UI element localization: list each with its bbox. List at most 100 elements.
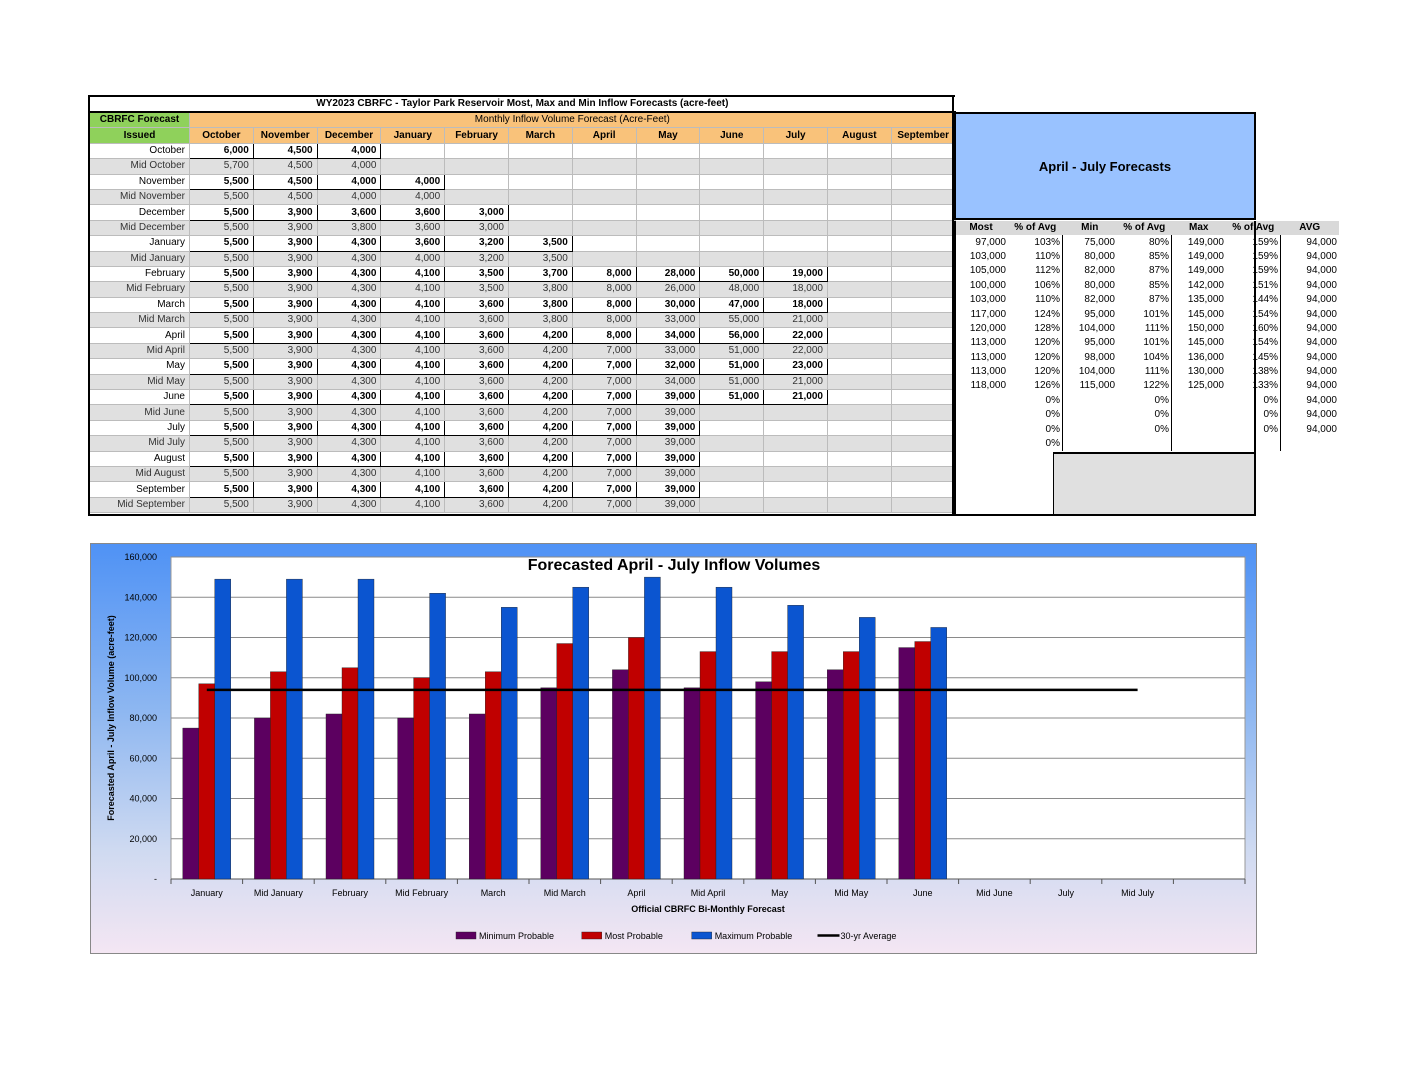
aj-cell xyxy=(1063,437,1118,451)
aj-cell: 105,000 xyxy=(969,265,1006,277)
aj-cell: 94,000 xyxy=(1306,265,1337,277)
table-cell xyxy=(890,312,956,329)
aj-row: 0% 0% 0% 94,000 xyxy=(954,422,1339,437)
x-tick-label: Mid July xyxy=(1121,888,1155,898)
table-row: Mid December 5,500 3,900 3,800 3,600 3,000 xyxy=(89,219,956,237)
bar-maximum-probable xyxy=(930,627,947,880)
table-row: Mid April 5,500 3,900 4,300 4,100 3,600 4,200 7… xyxy=(89,342,956,360)
april-july-empty-area xyxy=(1054,452,1254,514)
legend-label: Most Probable xyxy=(605,931,663,941)
corner-label-1: CBRFC Forecast xyxy=(89,111,190,129)
table-cell: 5,500 xyxy=(189,312,254,329)
table-cell: 30,000 xyxy=(635,296,701,314)
aj-row: 0% 0% 0% 94,000 xyxy=(954,408,1339,423)
table-cell: 4,200 xyxy=(507,419,573,437)
aj-cell: 95,000 xyxy=(1084,308,1115,320)
april-july-title: April - July Forecasts xyxy=(954,112,1256,220)
table-row: Mid September 5,500 3,900 4,300 4,100 3,600 4,… xyxy=(89,496,956,514)
aj-cell: 145,000 xyxy=(1187,337,1224,349)
table-cell xyxy=(890,327,956,344)
bar-maximum-probable xyxy=(214,578,232,880)
aj-cell: 100,000 xyxy=(969,279,1006,291)
table-cell xyxy=(507,158,573,175)
month-header: June xyxy=(699,127,765,144)
table-cell: 4,000 xyxy=(380,250,446,267)
table-cell: 4,100 xyxy=(380,481,446,498)
aj-cell: 0% xyxy=(1008,393,1063,409)
table-cell xyxy=(507,204,573,221)
table-cell xyxy=(826,358,892,375)
table-row: February 5,500 3,900 4,300 4,100 3,500 3,700 8,… xyxy=(89,265,956,283)
table-cell: 4,100 xyxy=(380,296,446,314)
table-row: Mid February 5,500 3,900 4,300 4,100 3,500 3,8… xyxy=(89,281,956,298)
aj-cell: 80% xyxy=(1117,235,1172,250)
aj-cell: 128% xyxy=(1008,321,1063,337)
aj-header: % of Avg xyxy=(1226,221,1281,236)
row-label: Mid September xyxy=(89,496,190,514)
table-cell: 51,000 xyxy=(699,358,765,375)
table-cell xyxy=(699,465,765,483)
x-tick-label: Mid May xyxy=(834,888,869,898)
legend-label: Maximum Probable xyxy=(715,931,793,941)
table-cell xyxy=(507,173,573,190)
x-tick-label: June xyxy=(913,888,933,898)
aj-cell: 87% xyxy=(1117,292,1172,308)
table-cell xyxy=(890,235,956,252)
table-cell: 5,500 xyxy=(189,173,254,190)
aj-cell: 111% xyxy=(1117,321,1172,337)
aj-cell xyxy=(1226,436,1281,452)
row-label: Mid December xyxy=(89,219,190,237)
aj-cell: 104,000 xyxy=(1078,366,1115,378)
y-tick-label: 120,000 xyxy=(124,633,157,643)
table-cell: 4,100 xyxy=(380,450,446,467)
aj-cell: 98,000 xyxy=(1084,351,1115,363)
aj-cell: 103,000 xyxy=(969,294,1006,306)
table-row: Mid November 5,500 4,500 4,000 4,000 xyxy=(89,188,956,206)
table-cell: 4,000 xyxy=(316,158,382,175)
table-cell: 3,900 xyxy=(252,465,318,483)
y-tick-label: 40,000 xyxy=(129,794,157,804)
row-label: Mid October xyxy=(89,158,190,175)
table-cell: 4,100 xyxy=(380,281,446,298)
table-cell xyxy=(826,481,892,498)
table-cell: 3,600 xyxy=(444,435,509,452)
table-cell: 3,900 xyxy=(252,342,318,360)
x-tick-label: Mid February xyxy=(395,888,449,898)
table-cell: 3,900 xyxy=(252,404,318,421)
table-cell: 3,900 xyxy=(252,450,318,467)
aj-cell: 94,000 xyxy=(1306,322,1337,334)
table-cell: 3,600 xyxy=(444,296,509,314)
table-cell: 39,000 xyxy=(635,435,701,452)
table-cell: 4,200 xyxy=(507,496,573,514)
aj-header: Min xyxy=(1062,221,1117,236)
row-label: Mid January xyxy=(89,250,190,267)
aj-cell: 94,000 xyxy=(1306,409,1337,421)
aj-cell: 75,000 xyxy=(1084,236,1115,248)
bar-minimum-probable xyxy=(182,727,200,880)
table-cell: 3,800 xyxy=(507,296,573,314)
table-cell xyxy=(571,250,637,267)
row-label: February xyxy=(89,265,190,283)
aj-cell: 118,000 xyxy=(970,380,1006,392)
aj-cell: 104% xyxy=(1117,350,1172,365)
table-cell: 5,500 xyxy=(189,358,254,375)
aj-cell: 113,000 xyxy=(970,351,1006,363)
aj-cell: 124% xyxy=(1008,307,1063,322)
table-cell xyxy=(826,250,892,267)
table-cell xyxy=(826,419,892,437)
table-cell: 3,900 xyxy=(252,219,318,237)
table-cell: 32,000 xyxy=(635,358,701,375)
table-cell: 21,000 xyxy=(763,373,828,391)
table-cell: 4,200 xyxy=(507,404,573,421)
table-cell: 4,300 xyxy=(316,435,382,452)
table-cell: 39,000 xyxy=(635,389,701,406)
aj-cell: 110% xyxy=(1008,292,1063,308)
table-cell xyxy=(763,235,828,252)
table-cell: 3,600 xyxy=(316,204,382,221)
table-row: January 5,500 3,900 4,300 3,600 3,200 3,500 xyxy=(89,235,956,252)
aj-cell: 120% xyxy=(1008,336,1063,351)
table-cell: 5,500 xyxy=(189,188,254,206)
aj-cell: 82,000 xyxy=(1084,265,1115,277)
table-cell xyxy=(890,250,956,267)
table-cell xyxy=(890,342,956,360)
